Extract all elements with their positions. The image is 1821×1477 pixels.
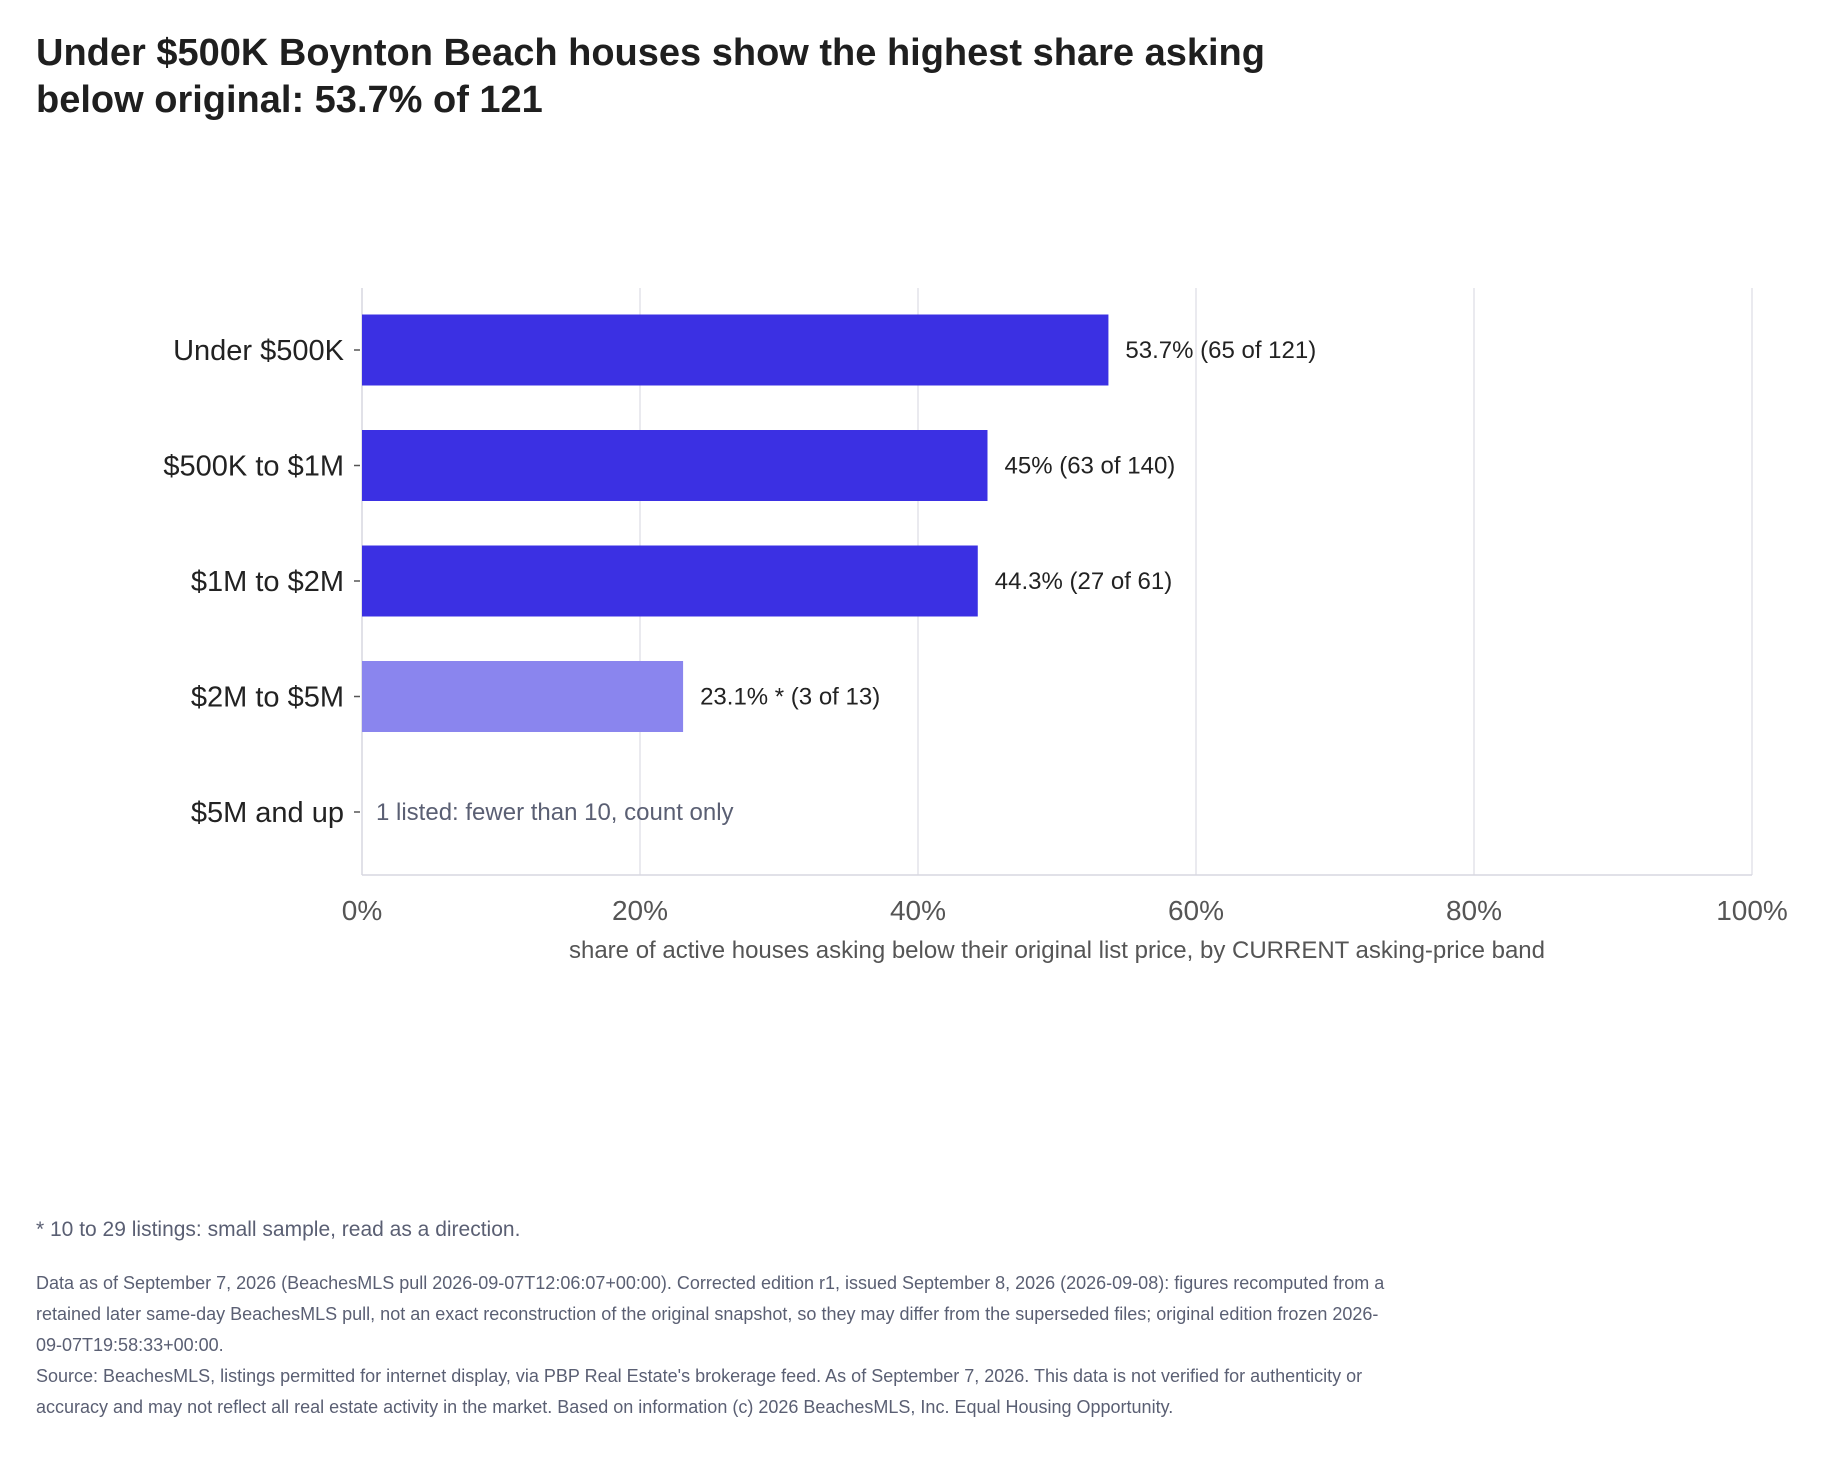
chart-title: Under $500K Boynton Beach houses show th… (36, 32, 1265, 121)
x-tick-label: 0% (342, 895, 382, 926)
category-label: $500K to $1M (163, 451, 344, 483)
bar (362, 430, 988, 501)
bar (362, 314, 1109, 386)
bar-chart: 0% 20% 40% 60% 80% 100% share of active houses… (163, 288, 1788, 964)
source-note: Source: BeachesMLS, listings permitted f… (36, 1366, 1363, 1417)
value-label: 23.1% * (3 of 13) (700, 684, 880, 711)
value-label: 45% (63 of 140) (1005, 453, 1176, 480)
value-label: 44.3% (27 of 61) (995, 568, 1172, 595)
x-tick-label: 60% (1168, 895, 1224, 926)
category-label: $5M and up (191, 797, 344, 829)
bar (362, 545, 978, 617)
bar (362, 661, 684, 732)
x-tick-label: 80% (1446, 895, 1502, 926)
x-tick-label: 40% (890, 895, 946, 926)
category-label: $1M to $2M (191, 566, 344, 598)
x-axis-title: share of active houses asking below thei… (569, 937, 1545, 964)
value-label: 53.7% (65 of 121) (1125, 337, 1316, 364)
source-notes: Data as of September 7, 2026 (BeachesMLS… (36, 1268, 1396, 1423)
count-only-label: 1 listed: fewer than 10, count only (376, 799, 734, 826)
category-label: $2M to $5M (191, 682, 344, 714)
x-tick-label: 100% (1716, 895, 1788, 926)
category-label: Under $500K (173, 335, 345, 367)
small-sample-footnote: * 10 to 29 listings: small sample, read … (36, 1218, 521, 1241)
x-tick-label: 20% (612, 895, 668, 926)
data-edition-note: Data as of September 7, 2026 (BeachesMLS… (36, 1273, 1385, 1355)
